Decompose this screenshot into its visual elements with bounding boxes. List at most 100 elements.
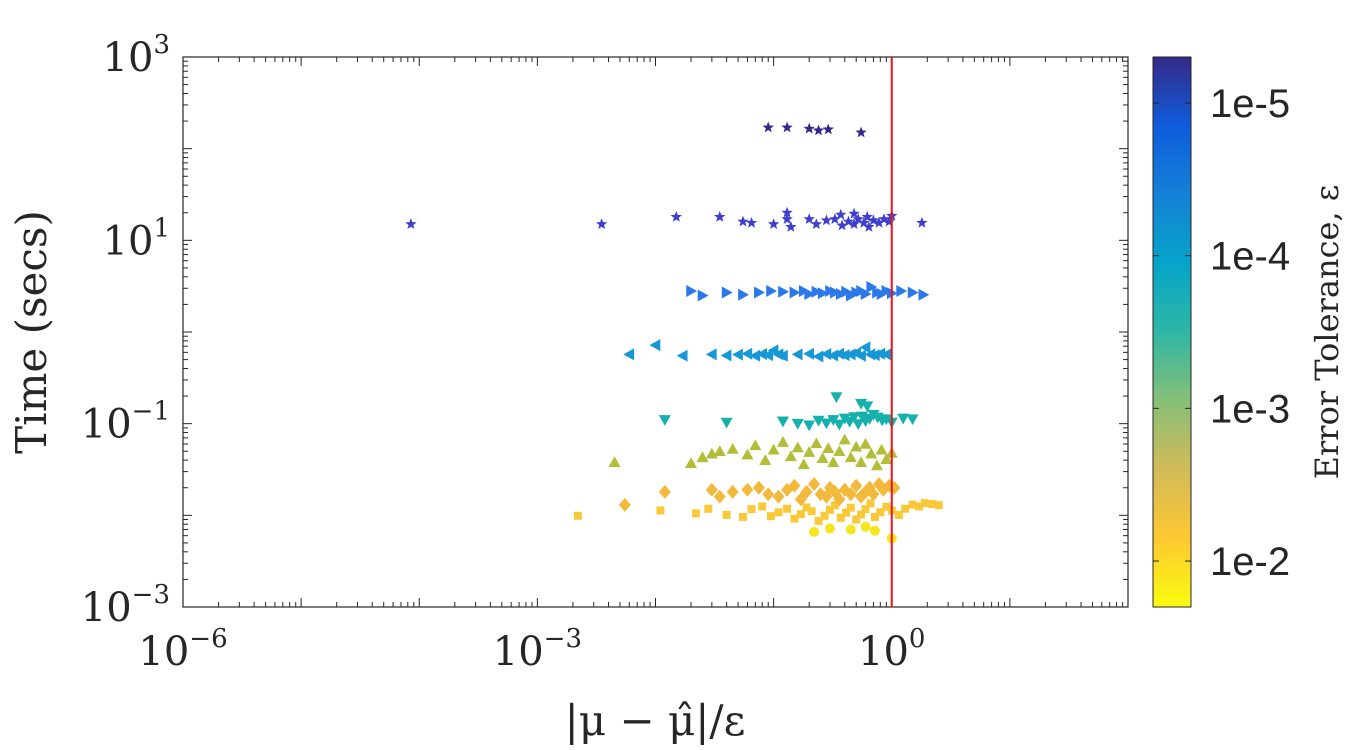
data-point [721,286,733,299]
data-point [845,524,856,535]
data-point [816,452,829,463]
data-point [726,442,739,454]
colorbar-tick-label: 1e-2 [1210,540,1290,584]
y-tick-label: 101 [103,213,170,264]
data-point [713,489,726,504]
data-point [812,124,825,136]
y-tick-label: 103 [103,30,170,81]
data-point [868,349,880,362]
data-point [676,349,688,362]
data-point [767,443,780,455]
data-point [803,420,816,432]
data-point [876,508,885,517]
data-point [908,500,917,509]
data-point [811,285,823,298]
x-tick-labels: 10−6 10−3 100 [138,624,925,675]
data-point [691,509,700,518]
data-point [790,514,799,523]
data-point [766,512,775,521]
data-point [907,286,919,299]
axis-minor-ticks [183,57,1128,607]
data-point [791,348,803,361]
data-point [857,510,866,519]
data-point [822,123,834,135]
data-point [656,506,665,515]
data-point [705,348,717,361]
data-point [573,511,582,520]
data-point [741,347,753,360]
data-point [855,126,867,138]
data-point [762,487,775,502]
data-point [741,482,754,497]
data-point [810,218,823,230]
data-point [803,122,815,134]
data-point [852,213,864,225]
data-point [772,489,785,504]
data-point [855,456,868,467]
data-point [752,480,765,495]
data-point [774,508,783,517]
data-point [880,348,892,361]
data-point [705,482,718,497]
data-point [838,349,850,362]
data-point [595,218,608,230]
data-point [405,218,417,230]
data-point [833,492,846,507]
data-point [866,499,875,508]
data-point [920,499,929,508]
data-point [749,349,761,362]
data-point [833,419,846,431]
data-point [767,218,780,230]
data-point [807,507,816,516]
data-point [848,207,860,219]
data-point [863,220,875,232]
data-point [835,208,847,220]
data-point [882,502,891,511]
data-point [934,501,943,510]
data-point [829,213,841,225]
data-point [866,280,878,293]
data-point [776,436,789,447]
data-point [658,484,671,499]
data-point [762,349,774,362]
data-point [820,418,833,430]
data-point [820,214,833,226]
data-point [789,286,801,299]
data-point [800,484,813,499]
data-points [405,121,943,544]
data-point [720,417,733,429]
data-point [883,215,895,227]
x-tick-label: 100 [858,624,925,675]
data-point [737,215,749,227]
data-point [852,515,861,524]
data-point [844,348,856,361]
data-point [685,457,698,469]
data-point [808,476,821,491]
data-point [738,288,749,301]
data-point [791,418,804,430]
data-point [827,415,840,426]
data-point [878,213,890,225]
data-point [875,443,888,455]
x-tick-label: 10−3 [493,624,582,675]
data-point [867,487,880,502]
data-point [848,412,861,424]
data-point [824,523,835,534]
data-point [916,216,928,228]
data-point [833,445,846,457]
data-point [864,348,876,361]
colorbar-title: Error Tolerance, ε [1308,185,1346,480]
data-point [732,348,743,361]
data-point [803,347,814,360]
data-point [738,512,747,521]
data-point [914,502,923,511]
y-tick-labels: 10−3 10−1 101 103 [81,30,170,631]
data-point [788,478,801,493]
data-point [894,510,903,519]
data-point [844,487,857,502]
data-point [804,287,816,300]
data-point [784,450,797,462]
data-point [608,456,621,467]
data-point [861,505,870,514]
data-point [881,285,893,298]
